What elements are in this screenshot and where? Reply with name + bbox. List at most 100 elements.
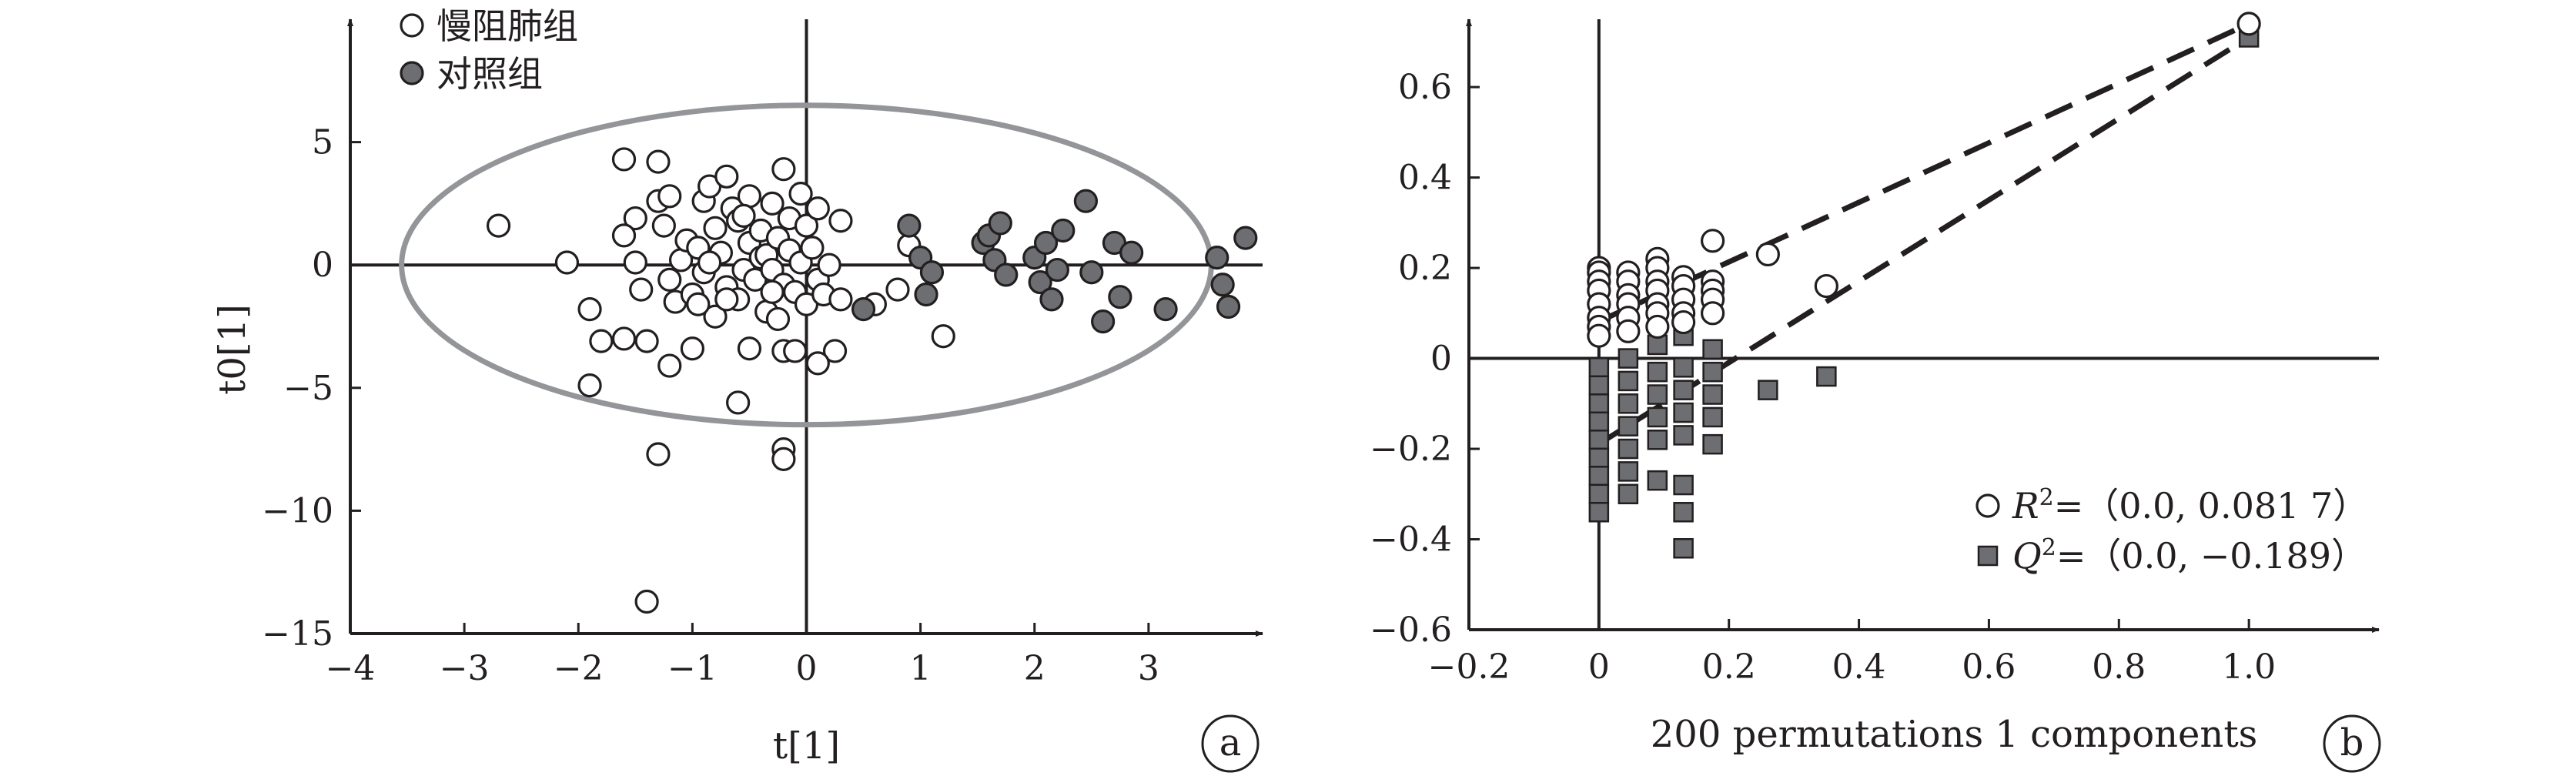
q2-point [1647,384,1668,405]
q2-point [1647,470,1668,491]
x-tick-label: 0 [1588,647,1610,687]
control-group-point [1210,273,1235,297]
control-group-point [1033,230,1059,256]
q2-regression-line [1597,35,2250,447]
copd-group-point [646,149,671,174]
copd-group-point [611,326,637,351]
copd-group-point [611,147,637,172]
x-axis-title: t[1] [773,724,840,768]
x-tick-label: −0.2 [1428,647,1510,687]
copd-group-point [828,287,853,312]
q2-point [1618,348,1639,369]
control-group-point [897,213,922,238]
q2-point [1673,402,1694,423]
copd-group-point [726,390,751,415]
legend-symbol: Q [2012,535,2042,577]
copd-group-point [703,216,728,240]
r2-point [1616,319,1641,343]
copd-group-point [657,267,682,292]
q2-point [1673,538,1694,559]
control-group-point [988,211,1012,236]
copd-group-point [931,324,955,349]
copd-group-point [771,447,796,471]
copd-group-point [760,191,785,216]
r2-point [1814,273,1838,299]
copd-group-point [800,236,825,260]
r2-point [1587,323,1611,348]
y-tick-label: 0.2 [1398,249,1452,288]
q2-point [1673,357,1694,378]
copd-group-point [805,351,830,376]
r2-point [1701,229,1725,253]
legend-superscript: 2 [2039,484,2054,511]
q2-point [1588,502,1610,523]
q2-point [1702,384,1723,405]
q2-point [1588,466,1610,487]
q2-point [1588,393,1610,414]
q2-point [1588,430,1610,450]
x-tick-label: 0.6 [1962,647,2016,687]
y-tick-label: −0.6 [1370,610,1452,650]
q2-point [1588,375,1610,396]
y-axis-title: t0[1] [211,304,254,395]
x-tick-label: −4 [326,649,376,688]
q2-point [1588,447,1610,469]
copd-group-point [703,304,728,329]
copd-group-point [731,203,756,228]
x-tick-label: −3 [440,649,490,688]
y-tick-label: −10 [262,491,333,530]
control-group-point [851,297,876,322]
copd-group-point [760,279,785,304]
x-tick-label: 1 [910,649,932,688]
control-group-point [1073,189,1099,213]
copd-group-point [771,157,796,182]
y-tick-label: −0.4 [1370,520,1452,560]
control-group-point [1119,240,1144,265]
copd-group-point [788,182,813,206]
legend-value: =（0.0, −0.189） [2056,535,2367,577]
q2-point [1758,380,1778,400]
q2-point [1702,339,1723,360]
q2-point [1618,393,1639,414]
q2-point [1702,433,1723,455]
panel-badge-circle [2323,714,2381,773]
q2-point [1702,361,1723,383]
q2-point [1673,502,1694,523]
copd-group-point [589,329,614,353]
legend-label: R2=（0.0, 0.081 7） [2012,484,2368,527]
y-tick-label: 0.6 [1398,68,1452,107]
copd-group-point [783,339,808,363]
legend-marker [1977,545,1999,567]
copd-group-point [765,306,791,332]
control-group-point [1079,260,1104,285]
copd-group-point [737,336,762,361]
copd-group-point [657,353,682,378]
r2-point [2236,12,2261,36]
q2-point [1647,361,1668,383]
copd-group-point [805,196,830,221]
q2-point [1647,430,1668,450]
x-tick-label: 0.2 [1702,647,1756,687]
control-group-point [1051,218,1076,243]
r2-regression-line [1597,21,2250,324]
panel-badge-label: a [1219,721,1242,764]
q2-point [1588,357,1610,378]
copd-group-point [794,213,819,238]
r2-point [1701,301,1725,326]
control-group-point [994,263,1019,287]
copd-group-point [657,184,682,209]
control-group-point [1205,246,1229,270]
copd-group-point [680,336,704,361]
y-tick-label: 0 [1430,340,1452,379]
copd-group-point [646,442,671,467]
q2-point [1816,366,1837,387]
q2-point [1618,461,1639,482]
y-tick-label: 5 [312,123,333,162]
r2-point [1755,242,1780,267]
legend-superscript: 2 [2042,534,2056,561]
x-tick-label: 1.0 [2222,647,2276,687]
x-tick-label: 2 [1024,649,1045,688]
q2-point [1618,370,1639,392]
q2-point [1673,425,1694,446]
